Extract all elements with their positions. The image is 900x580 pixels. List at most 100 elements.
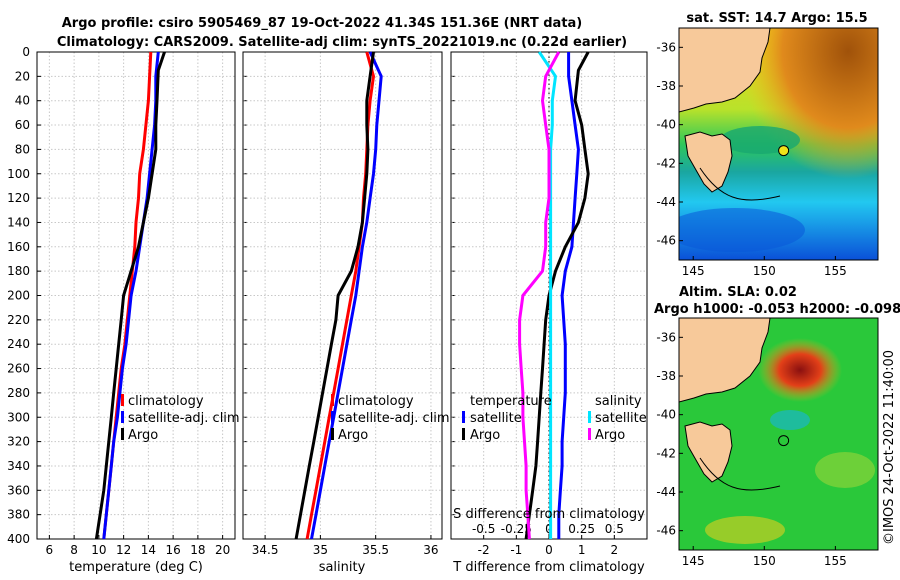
temperature-difference-legend: temperature satellite Argo	[462, 394, 552, 443]
sla-map-title-line2: Argo h1000: -0.053 h2000: -0.098	[654, 302, 900, 317]
map-lat-label: -46	[656, 234, 676, 248]
depth-tick-label: 260	[7, 362, 30, 376]
sla-map: Altim. SLA: 0.02 Argo h1000: -0.053 h200…	[654, 285, 900, 568]
salinity-legend: climatology satellite-adj. clim Argo	[331, 394, 450, 443]
legend-label-s-satellite: satellite	[595, 411, 647, 426]
map-lat-label: -42	[656, 446, 676, 460]
legend-swatch-argo	[331, 428, 334, 440]
x-tick-label: 34.5	[252, 543, 279, 557]
salinity-axes-box	[242, 51, 443, 540]
depth-tick-label: 380	[7, 508, 30, 522]
depth-tick-label: 80	[15, 142, 30, 156]
tasmania	[684, 131, 733, 193]
depth-tick-label: 200	[7, 289, 30, 303]
legend-label-satellite: satellite-adj. clim	[338, 411, 450, 426]
salinity-tick-labels: 34.5 35 35.5 36	[252, 543, 439, 557]
legend-swatch-satellite	[121, 411, 124, 423]
salinity-difference-legend: salinity satellite Argo	[588, 394, 647, 443]
tasmania	[684, 421, 733, 483]
sst-map: sat. SST: 14.7 Argo: 15.5 -36 -38 -40 -42 -4…	[656, 11, 879, 278]
x-tick-label: -2	[478, 543, 490, 557]
legend-label-argo: Argo	[338, 428, 368, 443]
temperature-xlabel: temperature (deg C)	[69, 560, 203, 575]
depth-tick-labels: 0 20 40 60 80 100 120 140 160 180 200 220 240 260 280 3…	[7, 45, 455, 546]
map-lat-label: -42	[656, 156, 676, 170]
series-line-s-satellite	[537, 51, 557, 539]
map-lat-label: -36	[656, 330, 676, 344]
legend-label-satellite: satellite-adj. clim	[128, 411, 240, 426]
mainland-australia	[679, 318, 771, 403]
legend-swatch-satellite	[331, 411, 334, 423]
map-lat-label: -38	[656, 369, 676, 383]
sst-map-frame	[678, 27, 879, 261]
mainland-australia	[679, 28, 771, 113]
s-diff-tick-label: -0.25	[501, 522, 532, 536]
depth-tick-label: 320	[7, 435, 30, 449]
legend-header-temperature: temperature	[470, 394, 552, 409]
map-lat-label: -38	[656, 79, 676, 93]
depth-tick-label: 240	[7, 337, 30, 351]
sla-map-frame	[678, 317, 879, 551]
map-lon-label: 155	[824, 554, 847, 568]
legend-label-climatology: climatology	[128, 394, 204, 409]
main-title-line1: Argo profile: csiro 5905469_87 19-Oct-20…	[62, 16, 583, 31]
depth-tick-label: 0	[22, 45, 30, 59]
sla-map-ticks: -36 -38 -40 -42 -44 -46 145 150 155	[656, 330, 846, 568]
x-tick-label: -1	[510, 543, 522, 557]
map-lat-label: -46	[656, 524, 676, 538]
x-tick-label: 18	[190, 543, 205, 557]
x-tick-label: 35	[313, 543, 328, 557]
series-line-argo	[94, 51, 166, 540]
legend-swatch-s-argo	[588, 428, 591, 440]
x-tick-label: 12	[116, 543, 131, 557]
depth-tick-label: 20	[15, 69, 30, 83]
argo-float-marker	[778, 435, 790, 447]
salinity-xlabel: salinity	[319, 560, 366, 575]
depth-tick-label: 300	[7, 410, 30, 424]
map-lon-label: 145	[682, 554, 705, 568]
sla-low	[770, 410, 810, 430]
legend-label-t-satellite: satellite	[470, 411, 522, 426]
sla-high-south	[705, 516, 785, 544]
depth-tick-label: 340	[7, 459, 30, 473]
s-diff-tick-label: 0.25	[568, 522, 595, 536]
depth-tick-label: 120	[7, 191, 30, 205]
s-diff-tick-label: 0	[545, 522, 553, 536]
shelf-contour	[699, 457, 781, 491]
x-tick-label: 8	[70, 543, 78, 557]
temperature-tick-labels: 6 8 10 12 14 16 18 20	[46, 543, 231, 557]
temperature-panel: 0 20 40 60 80 100 120 140 160 180 200 220 240 260 280 3…	[7, 45, 455, 575]
depth-tick-label: 360	[7, 483, 30, 497]
imos-watermark: ©IMOS 24-Oct-2022 11:40:00	[882, 350, 897, 545]
x-tick-label: 0	[545, 543, 553, 557]
map-lon-label: 155	[824, 264, 847, 278]
salinity-profiles	[294, 51, 383, 540]
legend-swatch-s-satellite	[588, 411, 591, 423]
map-lat-label: -44	[656, 195, 676, 209]
x-tick-label: 16	[165, 543, 180, 557]
argo-float-marker	[778, 145, 790, 157]
difference-panel: -2 -1 0 1 2 -0.5 -0.25 0 0.25 0.5 S difference f…	[450, 51, 648, 575]
x-tick-label: 14	[141, 543, 156, 557]
map-lat-label: -40	[656, 408, 676, 422]
t-difference-tick-labels: -2 -1 0 1 2	[478, 543, 618, 557]
map-lat-label: -44	[656, 485, 676, 499]
map-lat-label: -40	[656, 118, 676, 132]
legend-header-salinity: salinity	[595, 394, 642, 409]
x-tick-label: 2	[611, 543, 619, 557]
legend-label-t-argo: Argo	[470, 428, 500, 443]
difference-profiles	[518, 51, 590, 540]
depth-tick-label: 140	[7, 215, 30, 229]
map-lon-label: 150	[753, 554, 776, 568]
sst-map-ticks: -36 -38 -40 -42 -44 -46 145 150 155	[656, 40, 846, 278]
temperature-legend: climatology satellite-adj. clim Argo	[121, 394, 240, 443]
sla-warm-eddy	[758, 338, 842, 402]
depth-tick-label: 400	[7, 532, 30, 546]
legend-swatch-argo	[121, 428, 124, 440]
series-line-t-argo	[524, 51, 590, 540]
map-lat-label: -36	[656, 40, 676, 54]
sst-cold-water	[679, 208, 805, 252]
depth-tick-label: 60	[15, 118, 30, 132]
series-line-t-satellite	[557, 52, 580, 539]
